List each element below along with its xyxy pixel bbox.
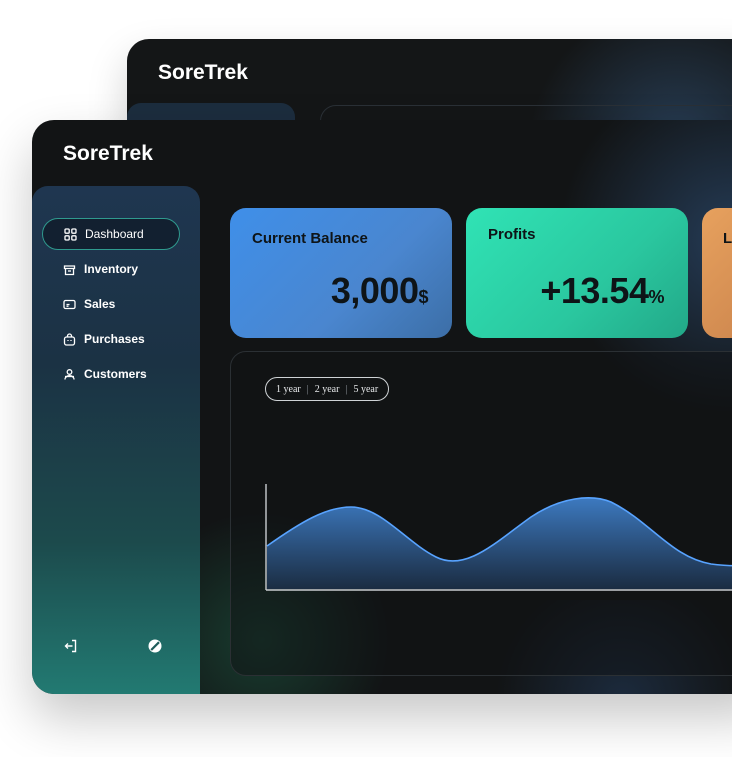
box-icon [63,263,76,276]
sidebar-item-purchases[interactable]: Purchases [42,323,180,355]
range-separator: | [306,383,309,395]
balance-value: 3,000$ [330,270,429,311]
profit-value: +13.54% [540,270,664,311]
bag-icon [63,332,76,346]
profit-card[interactable]: Profits +13.54% [466,208,688,338]
third-card[interactable]: L [702,208,732,338]
range-separator: | [345,383,348,395]
profit-label: Profits [488,226,536,243]
area-chart [265,484,732,591]
sidebar-nav: Dashboard Inventory Sales [42,218,180,393]
balance-unit: $ [418,287,428,307]
sidebar-item-label: Dashboard [85,227,144,241]
profit-unit: % [648,287,664,307]
chart-panel: 1 year | 2 year | 5 year [230,351,732,676]
balance-card[interactable]: Current Balance 3,000$ [230,208,452,338]
balance-label: Current Balance [252,230,368,247]
sidebar-item-inventory[interactable]: Inventory [42,253,180,285]
range-selector: 1 year | 2 year | 5 year [265,377,390,401]
sidebar-item-label: Purchases [84,332,145,346]
sidebar-item-dashboard[interactable]: Dashboard [42,218,180,250]
app-logo-back: SoreTrek [158,61,248,84]
sidebar-item-label: Sales [84,297,116,311]
chart-area [267,497,732,589]
sidebar-item-sales[interactable]: Sales [42,288,180,320]
grid-icon [64,227,77,241]
app-window: SoreTrek Dashboard Inventory [32,120,732,694]
app-logo: SoreTrek [63,142,153,165]
theme-toggle-icon[interactable] [147,638,163,654]
logout-icon[interactable] [63,638,79,654]
sidebar-item-label: Inventory [84,262,139,276]
range-2-year[interactable]: 2 year [314,383,340,395]
third-card-label: L [723,230,732,247]
sidebar-item-customers[interactable]: Customers [42,358,180,390]
range-5-year[interactable]: 5 year [353,383,379,395]
sidebar-item-label: Customers [84,367,147,381]
chart-line [266,497,732,567]
card-icon [63,298,76,311]
sidebar: Dashboard Inventory Sales [32,186,200,694]
sidebar-footer [63,638,163,654]
people-icon [63,368,76,381]
range-1-year[interactable]: 1 year [276,383,301,395]
